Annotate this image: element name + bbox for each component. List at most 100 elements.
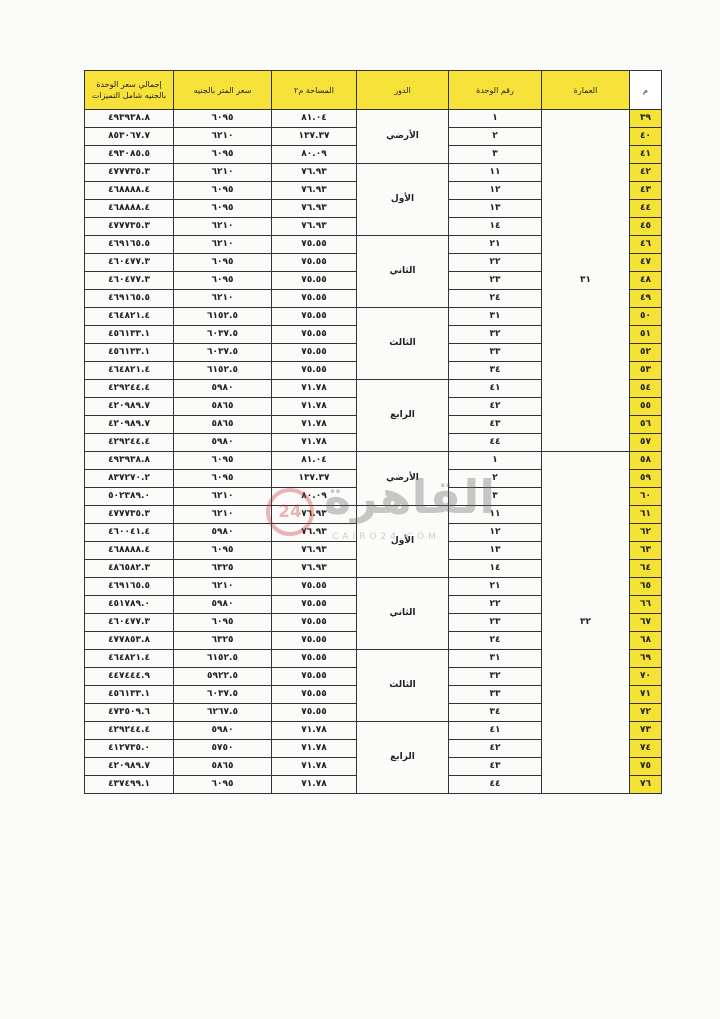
table-row: ٥٥ ٤٢ ٧١.٧٨ ٥٨٦٥ ٤٢٠٩٨٩.٧ [84,397,662,416]
unit-number: ١٢ [448,523,542,542]
table-row: ٧٠ ٣٢ ٧٥.٥٥ ٥٩٢٢.٥ ٤٤٧٤٤٤.٩ [84,667,662,686]
row-index: ٥٨ [629,451,662,470]
unit-total: ٤٢٠٩٨٩.٧ [84,415,174,434]
unit-area: ٧٥.٥٥ [271,613,357,632]
table-body: ٣٩ ٣١ ١ الأرضي ٨١.٠٤ ٦٠٩٥ ٤٩٣٩٣٨.٨ ٤٠ ٢ ١٣٧.٣٧ ٦٢١… [84,109,662,794]
header-floor: الدور [356,70,449,110]
unit-number: ٢٤ [448,289,542,308]
unit-number: ١ [448,451,542,470]
table-row: ٤١ ٣ ٨٠.٠٩ ٦٠٩٥ ٤٩٣٠٨٥.٥ [84,145,662,164]
meter-price: ٦٠٩٥ [173,541,272,560]
header-total: إجمالي سعر الوحدة بالجنيه شامل التميزات [84,70,174,110]
unit-area: ٧١.٧٨ [271,739,357,758]
unit-area: ٧٥.٥٥ [271,595,357,614]
unit-area: ٧٦.٩٣ [271,559,357,578]
unit-area: ٧٥.٥٥ [271,361,357,380]
unit-area: ٧١.٧٨ [271,415,357,434]
unit-area: ٧٥.٥٥ [271,685,357,704]
table-row: ٧٤ ٤٢ ٧١.٧٨ ٥٧٥٠ ٤١٢٧٣٥.٠ [84,739,662,758]
unit-number: ٣١ [448,307,542,326]
unit-number: ٤٣ [448,415,542,434]
unit-total: ٤٣٧٤٩٩.١ [84,775,174,794]
unit-total: ٤٨٦٥٨٢.٣ [84,559,174,578]
header-building: العمارة [541,70,630,110]
unit-area: ٧٦.٩٣ [271,181,357,200]
table-row: ٧٢ ٣٤ ٧٥.٥٥ ٦٢٦٧.٥ ٤٧٣٥٠٩.٦ [84,703,662,722]
unit-total: ٤٦٠٤٧٧.٣ [84,253,174,272]
unit-total: ٤٦٩١٦٥.٥ [84,577,174,596]
table-row: ٧٦ ٤٤ ٧١.٧٨ ٦٠٩٥ ٤٣٧٤٩٩.١ [84,775,662,794]
meter-price: ٦٠٣٧.٥ [173,343,272,362]
header-area: المساحة م٢ [271,70,357,110]
unit-total: ٤٢٠٩٨٩.٧ [84,757,174,776]
meter-price: ٦٢١٠ [173,577,272,596]
meter-price: ٥٩٨٠ [173,523,272,542]
row-index: ٧٦ [629,775,662,794]
unit-number: ١ [448,109,542,128]
unit-area: ٧٥.٥٥ [271,289,357,308]
meter-price: ٦١٥٢.٥ [173,361,272,380]
unit-area: ٧٥.٥٥ [271,649,357,668]
meter-price: ٦١٥٢.٥ [173,649,272,668]
row-index: ٧٤ [629,739,662,758]
unit-number: ٤٤ [448,433,542,452]
floor-name: الرابع [356,721,449,794]
row-index: ٦٤ [629,559,662,578]
table-row: ٧٣ ٤١ الرابع ٧١.٧٨ ٥٩٨٠ ٤٢٩٢٤٤.٤ [84,721,662,794]
meter-price: ٦١٥٢.٥ [173,307,272,326]
unit-number: ١٤ [448,217,542,236]
unit-number: ٣٤ [448,361,542,380]
table-row: ٦٩ ٣١ الثالث ٧٥.٥٥ ٦١٥٢.٥ ٤٦٤٨٢١.٤ [84,649,662,722]
meter-price: ٦٢١٠ [173,487,272,506]
row-index: ٤١ [629,145,662,164]
meter-price: ٦٣٢٥ [173,631,272,650]
unit-number: ٢٣ [448,613,542,632]
row-index: ٥٧ [629,433,662,452]
meter-price: ٦٠٣٧.٥ [173,325,272,344]
meter-price: ٦٢١٠ [173,217,272,236]
unit-total: ٨٣٧٢٧٠.٢ [84,469,174,488]
unit-total: ٤٦٩١٦٥.٥ [84,235,174,254]
unit-area: ٧٥.٥٥ [271,307,357,326]
unit-total: ٤٧٧٨٥٣.٨ [84,631,174,650]
meter-price: ٦٠٩٥ [173,271,272,290]
unit-total: ٤٢٩٢٤٤.٤ [84,379,174,398]
meter-price: ٥٨٦٥ [173,757,272,776]
table-row: ٥٦ ٤٣ ٧١.٧٨ ٥٨٦٥ ٤٢٠٩٨٩.٧ [84,415,662,434]
table-row: ٤٦ ٢١ الثاني ٧٥.٥٥ ٦٢١٠ ٤٦٩١٦٥.٥ [84,235,662,308]
floor-name: الثالث [356,307,449,380]
meter-price: ٥٨٦٥ [173,415,272,434]
row-index: ٥٥ [629,397,662,416]
unit-area: ١٣٧.٣٧ [271,469,357,488]
unit-area: ٨٠.٠٩ [271,145,357,164]
unit-number: ٤٤ [448,775,542,794]
meter-price: ٦٢٦٧.٥ [173,703,272,722]
unit-area: ٧٥.٥٥ [271,667,357,686]
table-row: ٦٤ ١٤ ٧٦.٩٣ ٦٣٢٥ ٤٨٦٥٨٢.٣ [84,559,662,578]
unit-area: ٧١.٧٨ [271,775,357,794]
meter-price: ٦٢١٠ [173,505,272,524]
unit-total: ٤٦٠٤٧٧.٣ [84,271,174,290]
table-row: ٥٩ ٢ ١٣٧.٣٧ ٦٠٩٥ ٨٣٧٢٧٠.٢ [84,469,662,488]
unit-total: ٤٥١٧٨٩.٠ [84,595,174,614]
meter-price: ٦٠٩٥ [173,451,272,470]
unit-area: ٨١.٠٤ [271,109,357,128]
unit-area: ٧٥.٥٥ [271,577,357,596]
unit-number: ٣٣ [448,343,542,362]
table-row: ٤٤ ١٣ ٧٦.٩٣ ٦٠٩٥ ٤٦٨٨٨٨.٤ [84,199,662,218]
unit-number: ٣٣ [448,685,542,704]
unit-area: ٨١.٠٤ [271,451,357,470]
meter-price: ٦٠٩٥ [173,145,272,164]
table-row: ٥١ ٣٢ ٧٥.٥٥ ٦٠٣٧.٥ ٤٥٦١٣٣.١ [84,325,662,344]
unit-total: ٤٥٦١٣٣.١ [84,325,174,344]
unit-number: ٢٣ [448,271,542,290]
unit-total: ٤٧٧٧٣٥.٣ [84,163,174,182]
meter-price: ٦٠٩٥ [173,253,272,272]
unit-total: ٤٦٤٨٢١.٤ [84,307,174,326]
unit-area: ٧٦.٩٣ [271,523,357,542]
floor-name: الرابع [356,379,449,452]
unit-total: ٤٤٧٤٤٤.٩ [84,667,174,686]
table-row: ٦٨ ٢٤ ٧٥.٥٥ ٦٣٢٥ ٤٧٧٨٥٣.٨ [84,631,662,650]
row-index: ٤٤ [629,199,662,218]
meter-price: ٥٩٨٠ [173,379,272,398]
